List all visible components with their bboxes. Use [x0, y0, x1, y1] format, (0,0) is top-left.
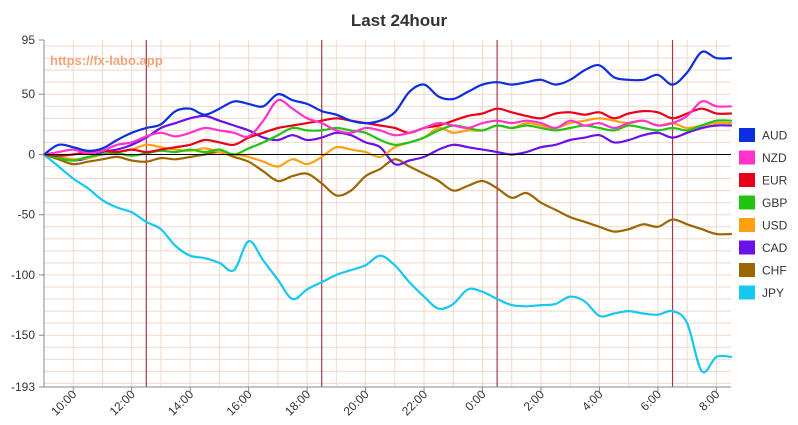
legend-item-nzd[interactable]: NZD — [739, 150, 787, 166]
y-tick-label: 50 — [22, 87, 36, 101]
legend-item-eur[interactable]: EUR — [739, 173, 788, 188]
x-tick-label: 14:00 — [165, 387, 196, 418]
legend-label: EUR — [762, 174, 788, 188]
legend-label: CHF — [762, 264, 787, 278]
session-lines — [145, 40, 674, 387]
legend-item-chf[interactable]: CHF — [739, 263, 787, 278]
x-tick-label: 10:00 — [48, 387, 79, 418]
y-tick-label: -193 — [11, 380, 35, 394]
legend-item-jpy[interactable]: JPY — [739, 285, 784, 301]
x-tick-label: 0:00 — [462, 387, 489, 414]
y-tick-label: -150 — [11, 328, 35, 342]
series-line-jpy — [42, 153, 733, 374]
legend-swatch — [739, 285, 755, 300]
x-tick-label: 20:00 — [341, 387, 372, 418]
legend-swatch — [739, 263, 755, 277]
legend[interactable]: AUD NZD EUR GBP USD CAD CHF JPY — [739, 128, 788, 300]
series-line-aud — [42, 50, 733, 156]
series-line-nzd — [42, 98, 733, 156]
legend-label: USD — [762, 219, 788, 233]
legend-swatch — [739, 128, 755, 142]
series-line-cad — [42, 114, 733, 166]
x-tick-label: 6:00 — [638, 387, 665, 414]
x-tick-label: 22:00 — [399, 387, 430, 418]
y-tick-label: 0 — [28, 147, 35, 161]
x-tick-label: 16:00 — [224, 387, 255, 418]
series-lines — [42, 50, 733, 374]
series-line-usd — [42, 117, 733, 168]
legend-swatch — [739, 240, 755, 255]
axes: 95 50 0 -50 -100 -150 -193 10:00 12:00 14:00 16:00… — [11, 33, 731, 418]
legend-item-usd[interactable]: USD — [739, 218, 788, 233]
watermark: https://fx-labo.app — [50, 53, 163, 68]
x-tick-label: 4:00 — [579, 387, 606, 414]
series-line-chf — [42, 150, 733, 236]
x-tick-label: 18:00 — [282, 387, 313, 418]
legend-swatch — [739, 218, 755, 232]
legend-label: JPY — [762, 286, 784, 300]
y-tick-label: -100 — [11, 268, 35, 282]
legend-label: CAD — [762, 241, 788, 255]
y-tick-label: -50 — [18, 208, 36, 222]
x-tick-label: 2:00 — [521, 387, 548, 414]
legend-label: GBP — [762, 196, 787, 210]
y-tick-label: 95 — [22, 33, 36, 47]
series-line-eur — [42, 107, 733, 157]
legend-swatch — [739, 150, 755, 165]
legend-item-gbp[interactable]: GBP — [739, 195, 787, 211]
grid — [43, 40, 731, 387]
legend-item-aud[interactable]: AUD — [739, 128, 788, 143]
legend-label: NZD — [762, 151, 787, 165]
chart-title: Last 24hour — [351, 11, 448, 30]
legend-label: AUD — [762, 129, 788, 143]
x-tick-label: 12:00 — [107, 387, 138, 418]
legend-item-cad[interactable]: CAD — [739, 240, 788, 256]
legend-swatch — [739, 195, 755, 210]
x-tick-label: 8:00 — [696, 387, 723, 414]
legend-swatch — [739, 173, 755, 187]
